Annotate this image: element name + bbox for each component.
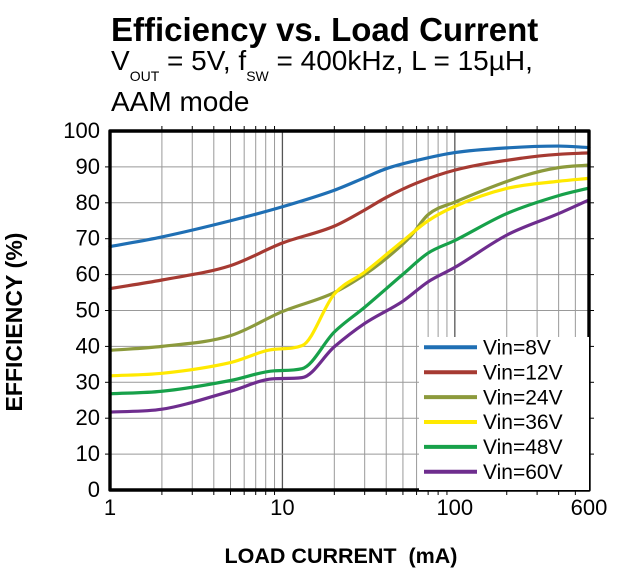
svg-text:70: 70 — [76, 226, 100, 251]
svg-text:1: 1 — [104, 495, 116, 520]
svg-text:Vin=12V: Vin=12V — [483, 361, 563, 384]
svg-text:LOAD CURRENT (mA): LOAD CURRENT (mA) — [225, 544, 458, 568]
svg-text:60: 60 — [76, 262, 100, 287]
svg-text:90: 90 — [76, 154, 100, 179]
svg-text:Vin=24V: Vin=24V — [483, 386, 563, 409]
svg-text:50: 50 — [76, 298, 100, 323]
svg-text:10: 10 — [76, 441, 100, 466]
svg-text:30: 30 — [76, 369, 100, 394]
svg-text:Vin=60V: Vin=60V — [483, 461, 563, 484]
svg-text:Vin=36V: Vin=36V — [483, 411, 563, 434]
svg-text:Vin=48V: Vin=48V — [483, 436, 563, 459]
svg-text:Vin=8V: Vin=8V — [483, 337, 551, 360]
svg-text:80: 80 — [76, 190, 100, 215]
svg-text:20: 20 — [76, 405, 100, 430]
svg-text:100: 100 — [436, 495, 473, 520]
svg-text:40: 40 — [76, 333, 100, 358]
svg-text:100: 100 — [63, 118, 100, 143]
svg-text:EFFICIENCY (%): EFFICIENCY (%) — [1, 233, 27, 412]
svg-text:0: 0 — [88, 477, 100, 502]
svg-text:600: 600 — [571, 495, 608, 520]
svg-text:10: 10 — [270, 495, 294, 520]
